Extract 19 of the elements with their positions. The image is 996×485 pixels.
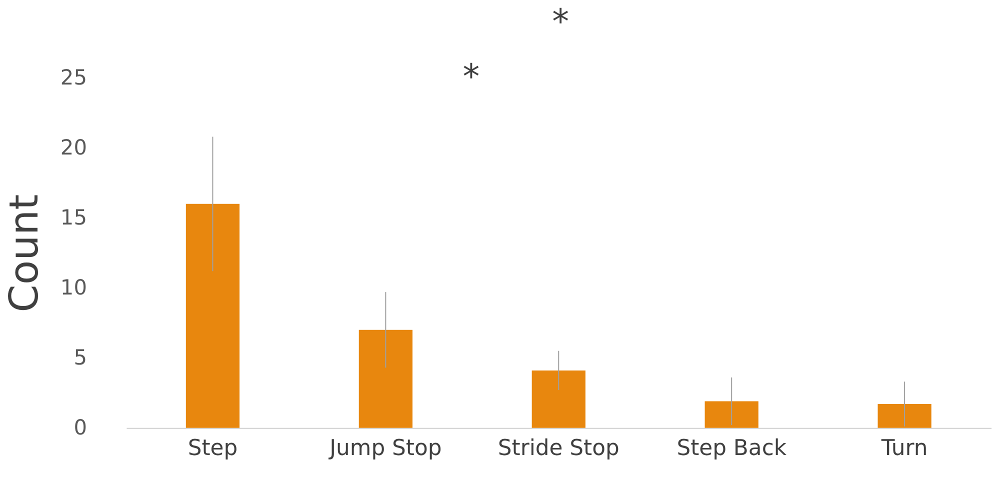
bar — [704, 401, 758, 428]
annotation: * — [462, 56, 480, 96]
y-tick-label: 15 — [60, 205, 87, 230]
bar — [358, 330, 412, 428]
x-tick-label: Step Back — [676, 436, 787, 462]
y-tick-label: 0 — [74, 415, 87, 440]
y-tick-label: 25 — [60, 65, 87, 90]
y-tick-label: 5 — [74, 345, 87, 370]
text: * — [552, 2, 570, 42]
bar — [878, 404, 932, 428]
x-tick-label: Turn — [880, 436, 928, 462]
y-tick-label: 10 — [60, 275, 87, 300]
y-tick-label: 20 — [60, 135, 87, 160]
x-tick-label: Stride Stop — [498, 436, 620, 462]
x-tick-label: Step — [188, 436, 238, 462]
x-tick-label: Jump Stop — [328, 436, 442, 462]
bar — [186, 204, 240, 428]
y-axis-title: Count — [2, 194, 48, 312]
bar — [532, 370, 586, 428]
